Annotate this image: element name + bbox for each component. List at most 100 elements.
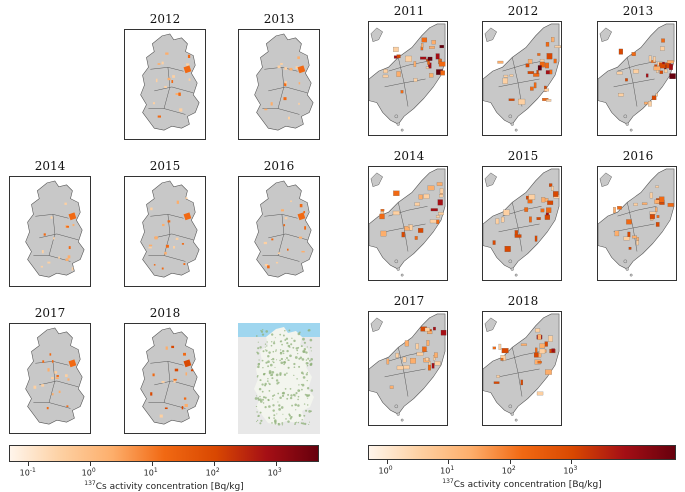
forest-patch: [308, 359, 311, 362]
small-island: [400, 418, 404, 422]
forest-patch: [272, 350, 275, 353]
municipality-marker: [434, 361, 441, 366]
sado-island: [370, 317, 383, 332]
district-marker: [58, 256, 60, 259]
forest-patch: [300, 422, 303, 425]
forest-patch: [283, 373, 287, 376]
state-border: [48, 214, 56, 256]
prefecture-border: [512, 347, 523, 397]
district-marker: [33, 385, 37, 389]
municipality-marker: [616, 71, 623, 75]
municipality-marker: [416, 352, 424, 356]
forest-patch: [303, 348, 307, 351]
japan-year-label-2012: 2012: [507, 4, 539, 18]
honshu-outline: [598, 168, 675, 270]
municipality-marker: [404, 340, 409, 347]
small-island: [510, 122, 514, 126]
municipality-marker: [527, 71, 534, 74]
forest-patch: [290, 394, 293, 397]
forest-patch: [299, 356, 303, 359]
municipality-marker: [414, 236, 418, 240]
municipality-marker: [427, 185, 435, 191]
forest-patch: [305, 373, 308, 376]
municipality-marker: [393, 190, 400, 196]
germany-year-label-2017: 2017: [34, 306, 66, 320]
germany-map-svg-2012: [140, 33, 200, 131]
germany-colorbar-tick-label: 100: [81, 467, 96, 478]
forest-patch: [276, 413, 278, 415]
small-island: [394, 114, 399, 119]
japan-colorbar-tick-label: 100: [378, 465, 393, 476]
japan-colorbar-tick-mark: [386, 460, 388, 464]
forest-patch: [305, 409, 308, 412]
forest-patch: [288, 359, 290, 362]
municipality-marker: [396, 71, 401, 77]
prefecture-border: [512, 57, 523, 107]
municipality-marker: [435, 53, 440, 60]
municipality-marker: [418, 228, 424, 233]
forest-patch: [281, 349, 285, 353]
forest-patch: [306, 371, 309, 374]
forest-patch: [272, 342, 276, 345]
forest-patch: [256, 395, 257, 397]
municipality-marker: [434, 352, 438, 358]
municipality-marker: [425, 66, 429, 69]
forest-patch: [297, 395, 300, 398]
district-marker: [186, 63, 190, 66]
forest-patch: [280, 361, 284, 365]
forest-patch: [259, 422, 262, 425]
district-marker: [183, 65, 192, 74]
district-marker: [165, 346, 168, 350]
state-border: [39, 380, 79, 388]
municipality-marker: [502, 77, 508, 84]
forest-patch: [259, 379, 262, 382]
municipality-marker: [418, 194, 423, 200]
forest-patch: [276, 359, 278, 361]
forest-patch: [281, 394, 285, 398]
forest-patch: [271, 370, 275, 374]
germany-map-2013: [238, 29, 320, 140]
district-marker: [40, 265, 43, 268]
germany-outline: [140, 180, 200, 278]
district-marker: [181, 243, 185, 245]
forest-patch: [272, 398, 274, 400]
municipality-marker: [631, 52, 636, 56]
forest-patch: [292, 346, 295, 349]
district-marker: [42, 360, 45, 363]
municipality-marker: [649, 192, 653, 199]
forest-patch: [274, 366, 276, 368]
forest-patch: [308, 410, 311, 413]
forest-patch: [279, 349, 282, 351]
forest-patch: [264, 396, 267, 399]
municipality-marker: [440, 329, 447, 336]
forest-patch: [265, 349, 268, 352]
germany-year-label-2015: 2015: [149, 159, 181, 173]
forest-patch: [277, 401, 279, 403]
municipality-marker: [509, 74, 514, 77]
municipality-marker: [641, 202, 648, 205]
state-border: [268, 86, 308, 94]
forest-patch: [275, 350, 277, 352]
small-island: [514, 418, 518, 422]
germany-colorbar-tick-label: 10-1: [19, 467, 36, 478]
district-marker: [283, 224, 286, 227]
district-marker: [178, 92, 181, 96]
forest-patch: [287, 393, 290, 396]
municipality-marker: [508, 98, 515, 101]
municipality-marker: [504, 246, 511, 252]
municipality-marker: [545, 212, 549, 216]
municipality-marker: [659, 70, 664, 74]
prefecture-border: [617, 61, 657, 72]
district-marker: [301, 250, 305, 253]
forest-patch: [271, 333, 274, 336]
forest-patch: [283, 363, 285, 366]
district-marker: [152, 102, 155, 105]
forest-patch: [277, 422, 281, 426]
forest-patch: [286, 372, 288, 374]
municipality-marker: [514, 234, 522, 238]
district-marker: [188, 78, 191, 81]
district-marker: [157, 63, 161, 65]
municipality-marker: [410, 357, 416, 364]
forest-patch: [281, 422, 284, 424]
district-marker: [161, 381, 165, 383]
